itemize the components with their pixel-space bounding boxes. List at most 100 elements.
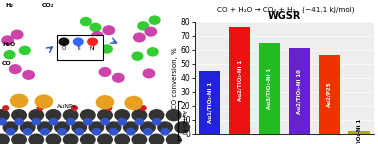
- Circle shape: [20, 122, 35, 133]
- Circle shape: [96, 96, 113, 109]
- Circle shape: [29, 134, 43, 144]
- Bar: [57, 35, 103, 60]
- Text: Au1/TiO₂-Ni 1: Au1/TiO₂-Ni 1: [207, 82, 212, 123]
- Circle shape: [132, 52, 143, 60]
- Circle shape: [49, 119, 58, 125]
- Circle shape: [64, 110, 78, 121]
- Circle shape: [90, 23, 101, 31]
- Circle shape: [132, 134, 147, 144]
- Circle shape: [75, 129, 84, 135]
- Circle shape: [175, 122, 189, 133]
- Text: Ti: Ti: [76, 46, 81, 51]
- Circle shape: [58, 129, 66, 135]
- Circle shape: [12, 134, 26, 144]
- Circle shape: [147, 48, 158, 56]
- Circle shape: [12, 110, 26, 121]
- Circle shape: [0, 119, 6, 125]
- Text: H₂O: H₂O: [2, 42, 15, 47]
- Text: Au2/P25: Au2/P25: [327, 82, 332, 107]
- Circle shape: [3, 122, 18, 133]
- Text: Au3/TiO₂-Ni 1: Au3/TiO₂-Ni 1: [267, 68, 272, 109]
- Circle shape: [55, 122, 69, 133]
- Circle shape: [46, 110, 61, 121]
- Circle shape: [143, 69, 155, 78]
- Circle shape: [81, 134, 95, 144]
- Circle shape: [4, 51, 15, 59]
- Bar: [229, 27, 250, 134]
- Circle shape: [23, 129, 32, 135]
- Circle shape: [149, 16, 160, 24]
- Text: O: O: [62, 46, 66, 51]
- Circle shape: [103, 26, 115, 35]
- Circle shape: [166, 134, 181, 144]
- Text: Ni: Ni: [90, 46, 95, 51]
- Circle shape: [72, 122, 87, 133]
- Circle shape: [9, 65, 21, 73]
- Circle shape: [81, 110, 95, 121]
- Circle shape: [20, 46, 30, 54]
- Text: CO₂: CO₂: [42, 3, 54, 8]
- Circle shape: [158, 122, 172, 133]
- Circle shape: [0, 110, 9, 121]
- Circle shape: [127, 129, 135, 135]
- Circle shape: [91, 32, 103, 40]
- Circle shape: [161, 129, 169, 135]
- Circle shape: [140, 106, 146, 110]
- Text: Au2/TiO₂-Ni 10: Au2/TiO₂-Ni 10: [297, 69, 302, 113]
- Circle shape: [144, 129, 152, 135]
- Bar: [259, 43, 280, 134]
- Circle shape: [141, 122, 155, 133]
- Circle shape: [86, 49, 97, 57]
- Bar: [349, 131, 370, 134]
- Circle shape: [84, 119, 92, 125]
- Bar: [199, 71, 220, 134]
- Text: AuNPs: AuNPs: [57, 104, 77, 109]
- Circle shape: [81, 18, 91, 26]
- Circle shape: [98, 110, 112, 121]
- Circle shape: [118, 119, 126, 125]
- Circle shape: [113, 73, 124, 82]
- Circle shape: [149, 134, 164, 144]
- Circle shape: [32, 119, 40, 125]
- Circle shape: [134, 33, 145, 42]
- Circle shape: [37, 106, 43, 110]
- Circle shape: [37, 122, 52, 133]
- Circle shape: [59, 38, 69, 45]
- Circle shape: [135, 119, 144, 125]
- Circle shape: [15, 119, 23, 125]
- Circle shape: [92, 129, 101, 135]
- Circle shape: [124, 122, 138, 133]
- Circle shape: [152, 119, 161, 125]
- Circle shape: [64, 134, 78, 144]
- Circle shape: [166, 110, 181, 121]
- Circle shape: [41, 129, 49, 135]
- Circle shape: [3, 106, 9, 110]
- Circle shape: [35, 95, 53, 108]
- Circle shape: [99, 68, 111, 76]
- Text: Au/TiO₂-Ni: Au/TiO₂-Ni: [181, 110, 186, 135]
- Bar: [319, 55, 340, 134]
- Bar: [289, 48, 310, 134]
- Circle shape: [88, 38, 98, 45]
- Circle shape: [0, 134, 9, 144]
- Circle shape: [46, 134, 61, 144]
- Circle shape: [138, 22, 149, 30]
- Circle shape: [132, 110, 147, 121]
- Circle shape: [11, 30, 23, 39]
- Text: H₂: H₂: [6, 3, 14, 8]
- Text: Au2/TiO₂-Ni 1: Au2/TiO₂-Ni 1: [237, 60, 242, 101]
- Circle shape: [102, 45, 112, 53]
- Text: CO: CO: [2, 61, 12, 66]
- Circle shape: [106, 106, 112, 110]
- Circle shape: [106, 122, 121, 133]
- Text: TiO₂-Ni 1: TiO₂-Ni 1: [357, 119, 362, 144]
- Title: WGSR: WGSR: [268, 11, 301, 21]
- Circle shape: [98, 134, 112, 144]
- Circle shape: [109, 129, 118, 135]
- Circle shape: [6, 129, 15, 135]
- Circle shape: [67, 119, 75, 125]
- Circle shape: [115, 110, 129, 121]
- Circle shape: [73, 38, 83, 45]
- Circle shape: [115, 134, 129, 144]
- Circle shape: [11, 94, 28, 107]
